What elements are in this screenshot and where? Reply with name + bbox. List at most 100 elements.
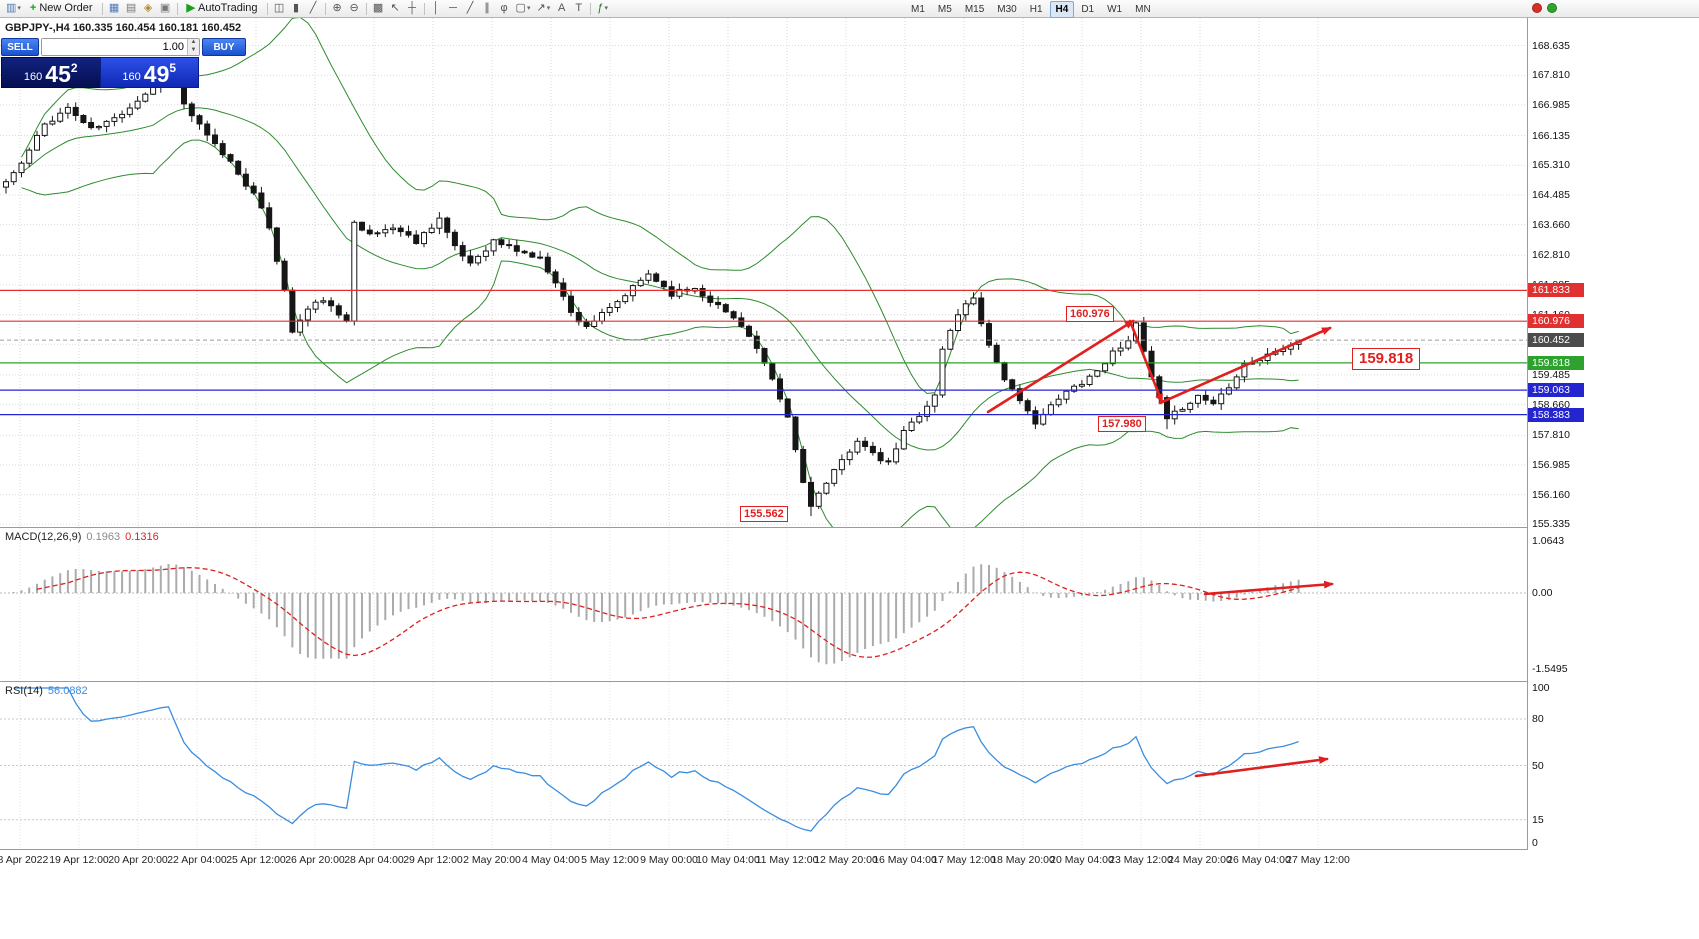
candlestick-chart-button[interactable]: ▮: [288, 1, 305, 17]
rsi-name: RSI(14): [5, 685, 43, 697]
price-axis-label: 162.810: [1532, 249, 1570, 262]
price-axis-label: 157.810: [1532, 429, 1570, 442]
cursor-button[interactable]: ↖: [387, 1, 404, 17]
date-axis-label: 4 May 04:00: [522, 854, 580, 866]
channel-tool-button[interactable]: ∥: [479, 1, 496, 17]
volume-down-icon[interactable]: ▼: [188, 47, 199, 55]
timeframe-mn-button[interactable]: MN: [1135, 4, 1151, 15]
status-green-button[interactable]: [1547, 3, 1557, 13]
toolbar: ▥ ▾ + New Order ▦ ▤ ◈ ▣ ▶ AutoTrading ◫ ▮ ╱ ⊕ ⊖ ▩ ↖ ┼ │ ─ ╱ ∥…: [0, 0, 1699, 18]
line-chart-button[interactable]: ╱: [305, 1, 322, 17]
toolbar-separator: [324, 2, 326, 15]
text-tool-button[interactable]: A: [553, 1, 570, 17]
macd-chart[interactable]: [0, 528, 1527, 681]
rsi-axis-label: 100: [1532, 682, 1550, 694]
new-order-button[interactable]: + New Order: [24, 1, 99, 17]
indicators-button[interactable]: ƒ ▾: [594, 1, 611, 17]
panel-separator[interactable]: [0, 849, 1583, 850]
date-axis-label: 27 May 12:00: [1286, 854, 1350, 866]
date-axis-label: 29 Apr 12:00: [403, 854, 463, 866]
zoom-out-icon: ⊖: [349, 2, 359, 14]
date-axis-label: 20 Apr 20:00: [108, 854, 168, 866]
tile-windows-icon: ▩: [372, 2, 384, 14]
buy-button[interactable]: BUY: [202, 38, 246, 56]
price-axis-label: 156.160: [1532, 488, 1570, 501]
toolbar-items: ▥ ▾ + New Order ▦ ▤ ◈ ▣ ▶ AutoTrading ◫ ▮ ╱ ⊕ ⊖ ▩ ↖ ┼ │ ─ ╱ ∥…: [3, 1, 611, 17]
arrows-tool-icon: ↗: [536, 2, 546, 14]
indicators-icon: ƒ: [597, 2, 604, 14]
shapes-tool-button[interactable]: ▢ ▾: [513, 1, 534, 17]
candlestick-chart[interactable]: [0, 18, 1527, 527]
price-axis-label: 166.135: [1532, 129, 1570, 142]
date-axis-label: 2 May 20:00: [463, 854, 521, 866]
price-axis-label: 155.335: [1532, 518, 1570, 531]
bid-price-point: 2: [70, 61, 78, 75]
status-red-button[interactable]: [1532, 3, 1542, 13]
timeframe-w1-button[interactable]: W1: [1107, 4, 1123, 15]
macd-panel[interactable]: MACD(12,26,9) 0.1963 0.1316: [0, 528, 1527, 681]
panel-separator[interactable]: [0, 681, 1583, 682]
main-chart-panel[interactable]: GBPJPY-,H4 160.335 160.454 160.181 160.4…: [0, 18, 1527, 527]
label-tool-button[interactable]: T: [570, 1, 587, 17]
rsi-panel[interactable]: RSI(14) 56.0882: [0, 682, 1527, 849]
price-scale[interactable]: 168.635 167.810 166.985 166.135 165.310 164.4…: [1527, 18, 1584, 850]
timeframe-m1-button[interactable]: M1: [911, 4, 925, 15]
bar-chart-button[interactable]: ◫: [271, 1, 288, 17]
trendline-tool-button[interactable]: ╱: [462, 1, 479, 17]
market-watch-icon: ▦: [108, 2, 120, 14]
volume-up-icon[interactable]: ▲: [188, 39, 199, 47]
bar-chart-icon: ◫: [273, 2, 285, 14]
volume-input[interactable]: [42, 39, 187, 55]
rsi-axis-label: 0: [1532, 837, 1538, 849]
chevron-down-icon: ▾: [604, 5, 609, 12]
bid-price-panel[interactable]: 160 45 2: [1, 57, 100, 88]
rsi-chart[interactable]: [0, 682, 1527, 849]
date-axis-label: 16 May 04:00: [873, 854, 937, 866]
new-chart-button[interactable]: ▥ ▾: [3, 1, 24, 17]
date-axis-label: 19 Apr 12:00: [49, 854, 109, 866]
arrows-tool-button[interactable]: ↗ ▾: [533, 1, 553, 17]
timeframe-m5-button[interactable]: M5: [937, 4, 952, 15]
timeframe-d1-button[interactable]: D1: [1081, 4, 1095, 15]
panel-separator[interactable]: [0, 527, 1583, 528]
date-axis-label: 18 May 20:00: [991, 854, 1055, 866]
cursor-icon: ↖: [390, 2, 400, 14]
timeframe-m15-button[interactable]: M15: [964, 4, 985, 15]
ask-price-pips: 49: [143, 61, 170, 87]
price-badge: 158.383: [1528, 407, 1584, 422]
toolbar-separator: [423, 2, 425, 15]
chevron-down-icon: ▾: [526, 5, 531, 12]
date-axis-label: 18 Apr 2022: [0, 854, 49, 866]
toolbar-separator: [266, 2, 268, 15]
crosshair-button[interactable]: ┼: [404, 1, 421, 17]
macd-axis-label: 0.00: [1532, 587, 1553, 600]
date-axis-label: 22 Apr 04:00: [167, 854, 227, 866]
market-watch-button[interactable]: ▦: [106, 1, 123, 17]
tile-windows-button[interactable]: ▩: [370, 1, 387, 17]
terminal-button[interactable]: ▣: [157, 1, 174, 17]
price-axis-label: 165.310: [1532, 159, 1570, 172]
date-axis-label: 24 May 20:00: [1168, 854, 1232, 866]
timeframe-h1-button[interactable]: H1: [1029, 4, 1043, 15]
autotrading-button[interactable]: ▶ AutoTrading: [181, 1, 264, 17]
shapes-tool-icon: ▢: [515, 2, 526, 14]
vertical-line-tool-button[interactable]: │: [428, 1, 445, 17]
ask-price-panel[interactable]: 160 49 5: [99, 57, 199, 88]
zoom-out-button[interactable]: ⊖: [346, 1, 363, 17]
zoom-in-button[interactable]: ⊕: [329, 1, 346, 17]
horizontal-line-tool-button[interactable]: ─: [445, 1, 462, 17]
data-window-button[interactable]: ▤: [123, 1, 140, 17]
date-axis-label: 12 May 20:00: [814, 854, 878, 866]
channel-tool-icon: ∥: [484, 2, 490, 14]
ask-price-point: 5: [169, 61, 177, 75]
timeframe-m30-button[interactable]: M30: [997, 4, 1017, 15]
fibonacci-tool-button[interactable]: φ: [496, 1, 513, 17]
timeframe-h4-button[interactable]: H4: [1049, 1, 1075, 18]
macd-axis-label: 1.0643: [1532, 535, 1565, 548]
navigator-button[interactable]: ◈: [140, 1, 157, 17]
date-axis-label: 26 May 04:00: [1227, 854, 1291, 866]
annotation-price-label: 159.818: [1352, 348, 1421, 370]
sell-button[interactable]: SELL: [1, 38, 39, 56]
